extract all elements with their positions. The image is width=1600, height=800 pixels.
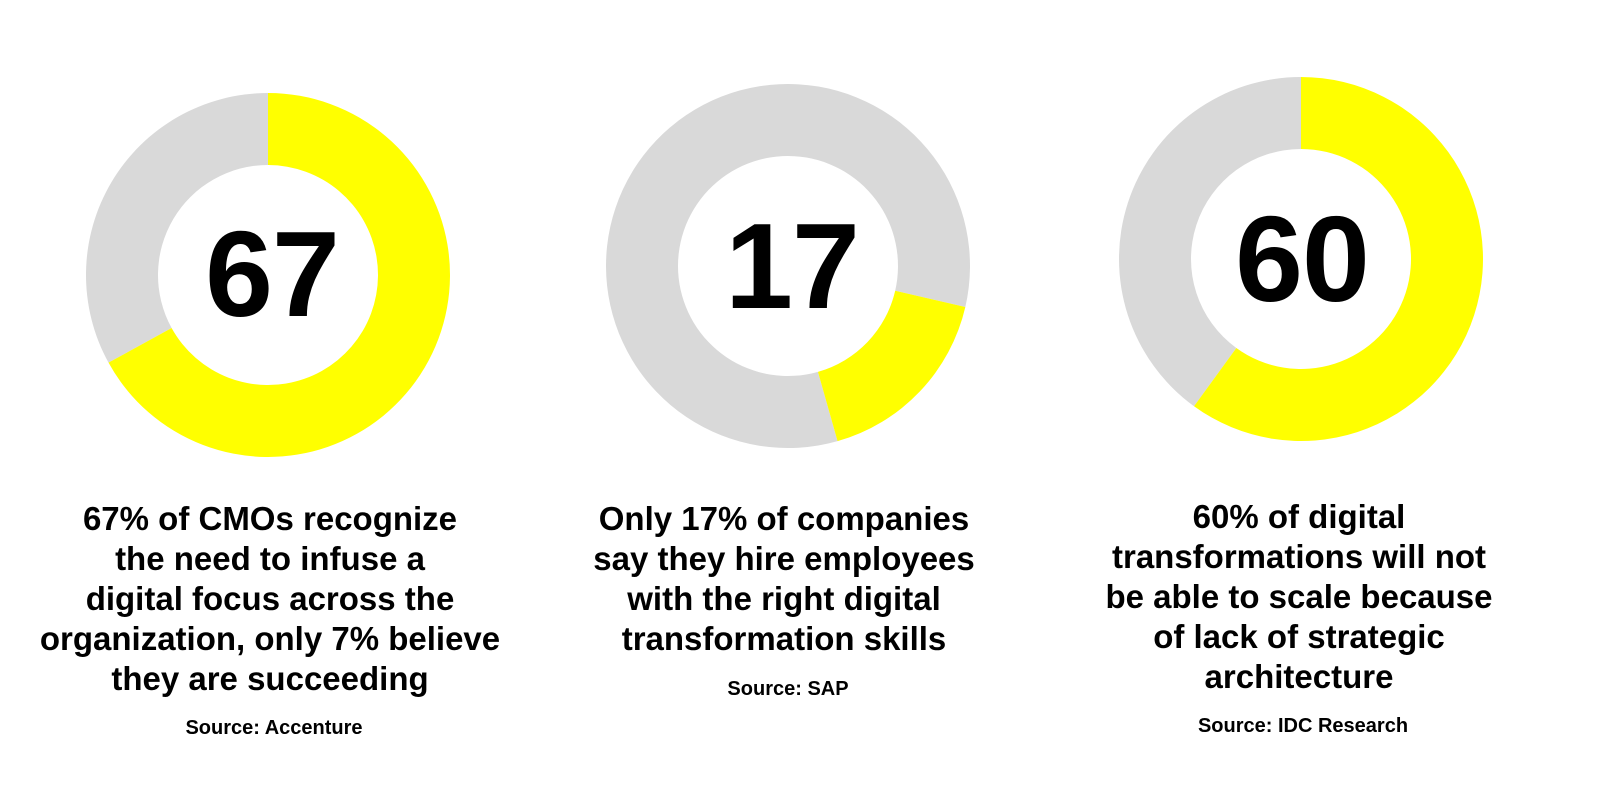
stat-caption: Only 17% of companies say they hire empl… bbox=[593, 500, 975, 657]
donut-remainder-slice bbox=[606, 84, 970, 449]
source-label: Source: IDC Research bbox=[1197, 715, 1409, 737]
center-value: 60 bbox=[1235, 191, 1370, 327]
center-value: 67 bbox=[205, 206, 340, 342]
stat-caption: 60% of digital transformations will not … bbox=[1105, 498, 1493, 695]
donut-chart-60 bbox=[1111, 69, 1491, 449]
donut-remainder-slice bbox=[1119, 77, 1301, 407]
source-label: Source: Accenture bbox=[185, 717, 363, 739]
donut-value-slice bbox=[1194, 77, 1483, 441]
donut-chart-svg bbox=[86, 93, 451, 457]
donut-chart-67 bbox=[78, 85, 458, 465]
donut-value-slice bbox=[108, 93, 451, 457]
donut-remainder-slice bbox=[86, 93, 269, 363]
donut-chart-17 bbox=[598, 76, 978, 456]
center-value: 17 bbox=[725, 198, 860, 334]
stat-caption: 67% of CMOs recognize the need to infuse… bbox=[39, 500, 501, 697]
source-label: Source: SAP bbox=[727, 678, 849, 700]
donut-chart-svg bbox=[1119, 77, 1483, 441]
donut-value-slice bbox=[817, 290, 966, 442]
donut-chart-svg bbox=[606, 84, 970, 449]
